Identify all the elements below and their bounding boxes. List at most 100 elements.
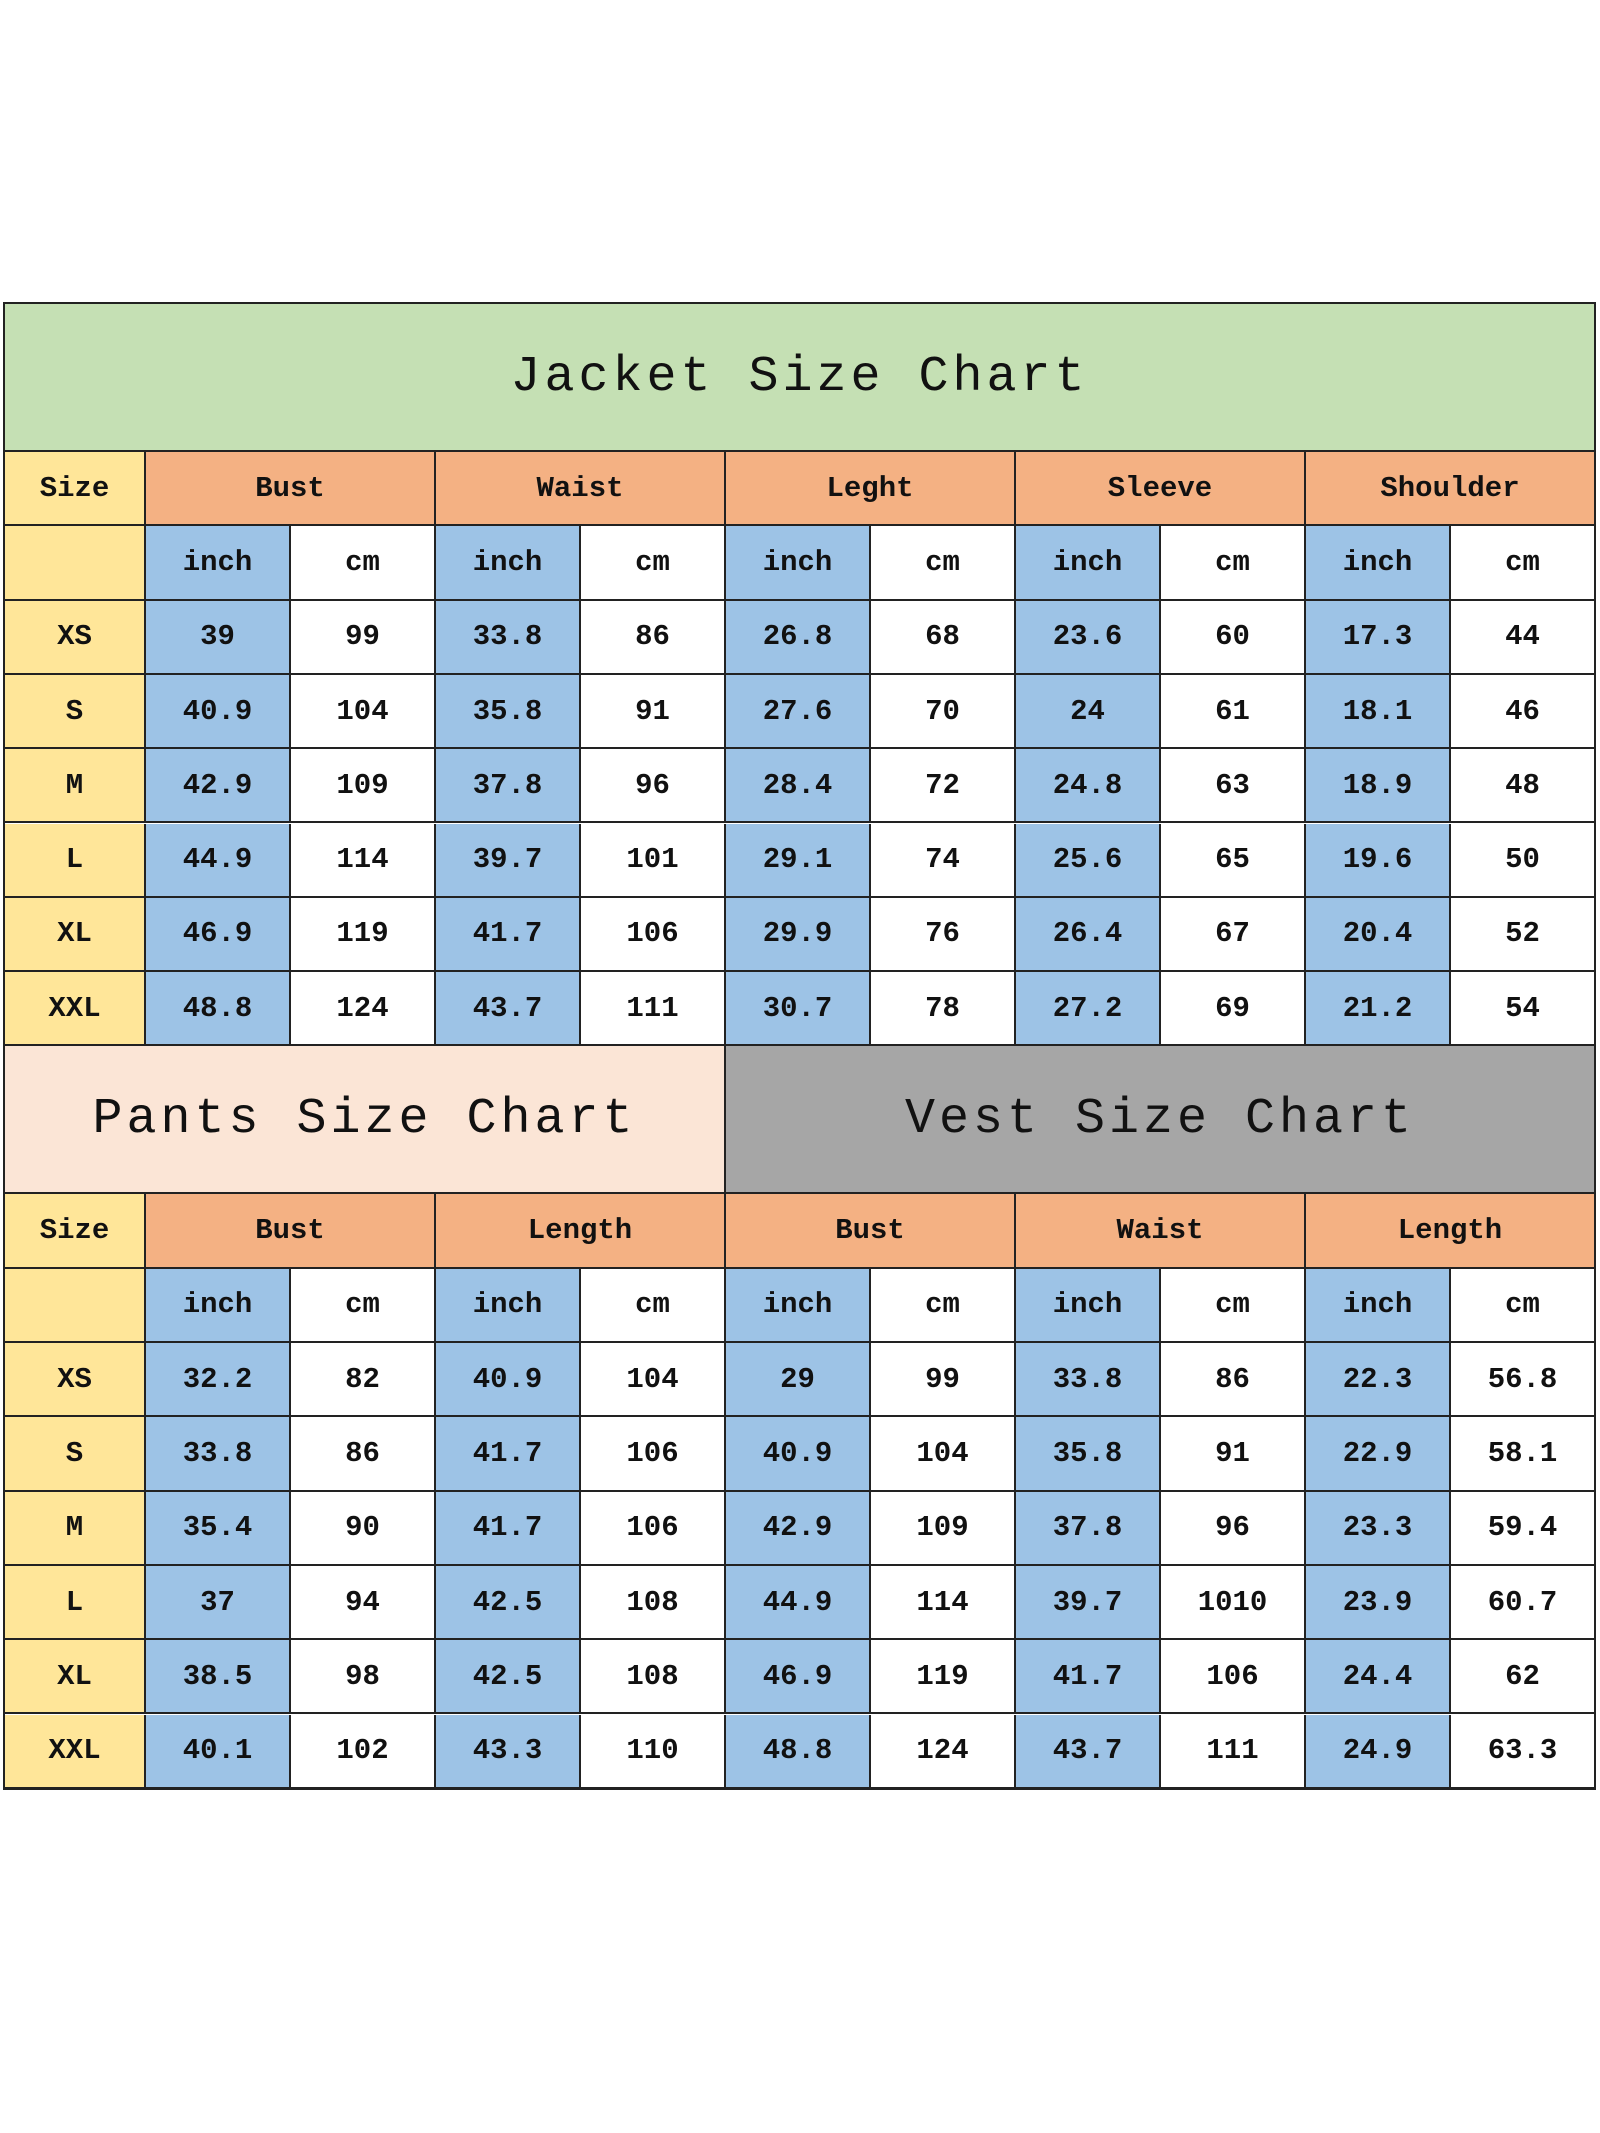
size-header: Size (5, 452, 146, 527)
value-cell: 43.7 (436, 972, 581, 1047)
jacket-chart-title: Jacket Size Chart (5, 304, 1596, 452)
value-cell: 27.2 (1016, 972, 1161, 1047)
value-cell: 46 (1451, 674, 1596, 750)
value-cell: 65 (1161, 823, 1306, 898)
value-cell: 42.5 (436, 1640, 581, 1715)
value-cell: 39 (146, 600, 291, 675)
value-cell: 78 (871, 972, 1016, 1047)
value-cell: 69 (1161, 972, 1306, 1047)
value-cell: 50 (1451, 823, 1596, 898)
size-unit-blank (5, 1268, 146, 1343)
value-cell: 44.9 (146, 823, 291, 898)
value-cell: 108 (581, 1565, 726, 1641)
value-cell: 124 (871, 1714, 1016, 1789)
size-label: XS (5, 1343, 146, 1418)
value-cell: 41.7 (436, 1417, 581, 1492)
value-cell: 40.9 (726, 1417, 871, 1492)
value-cell: 39.7 (1016, 1565, 1161, 1641)
unit-header: inch (1306, 526, 1451, 601)
size-label: XXL (5, 1714, 146, 1789)
value-cell: 82 (291, 1343, 436, 1418)
value-cell: 24.4 (1306, 1640, 1451, 1715)
size-label: S (5, 674, 146, 750)
value-cell: 29.9 (726, 897, 871, 973)
value-cell: 40.9 (436, 1343, 581, 1418)
value-cell: 25.6 (1016, 823, 1161, 898)
size-label: XS (5, 600, 146, 675)
value-cell: 61 (1161, 674, 1306, 750)
value-cell: 43.7 (1016, 1714, 1161, 1789)
value-cell: 24.9 (1306, 1714, 1451, 1789)
measure-header: Waist (1016, 1194, 1306, 1269)
measure-header: Leght (726, 452, 1016, 527)
value-cell: 38.5 (146, 1640, 291, 1715)
value-cell: 39.7 (436, 823, 581, 898)
value-cell: 102 (291, 1714, 436, 1789)
value-cell: 41.7 (436, 1491, 581, 1566)
size-label: XL (5, 1640, 146, 1715)
unit-header: cm (1161, 1268, 1306, 1343)
size-label: M (5, 1491, 146, 1566)
value-cell: 54 (1451, 972, 1596, 1047)
value-cell: 41.7 (436, 897, 581, 973)
value-cell: 109 (871, 1491, 1016, 1566)
value-cell: 48.8 (146, 972, 291, 1047)
unit-header: inch (146, 1268, 291, 1343)
value-cell: 23.6 (1016, 600, 1161, 675)
unit-header: cm (871, 526, 1016, 601)
value-cell: 23.9 (1306, 1565, 1451, 1641)
value-cell: 106 (581, 897, 726, 973)
value-cell: 37.8 (436, 749, 581, 824)
value-cell: 30.7 (726, 972, 871, 1047)
value-cell: 72 (871, 749, 1016, 824)
unit-header: cm (1161, 526, 1306, 601)
measure-header: Waist (436, 452, 726, 527)
value-cell: 86 (581, 600, 726, 675)
value-cell: 110 (581, 1714, 726, 1789)
value-cell: 35.8 (436, 674, 581, 750)
size-unit-blank (5, 526, 146, 601)
value-cell: 26.8 (726, 600, 871, 675)
value-cell: 119 (291, 897, 436, 973)
unit-header: inch (436, 1268, 581, 1343)
value-cell: 37 (146, 1565, 291, 1641)
value-cell: 124 (291, 972, 436, 1047)
value-cell: 35.4 (146, 1491, 291, 1566)
value-cell: 22.9 (1306, 1417, 1451, 1492)
value-cell: 29.1 (726, 823, 871, 898)
value-cell: 52 (1451, 897, 1596, 973)
value-cell: 98 (291, 1640, 436, 1715)
value-cell: 33.8 (1016, 1343, 1161, 1418)
value-cell: 106 (1161, 1640, 1306, 1715)
value-cell: 42.5 (436, 1565, 581, 1641)
value-cell: 104 (291, 674, 436, 750)
unit-header: inch (1306, 1268, 1451, 1343)
value-cell: 114 (291, 823, 436, 898)
unit-header: cm (581, 526, 726, 601)
value-cell: 35.8 (1016, 1417, 1161, 1492)
value-cell: 111 (581, 972, 726, 1047)
value-cell: 119 (871, 1640, 1016, 1715)
size-label: L (5, 823, 146, 898)
value-cell: 41.7 (1016, 1640, 1161, 1715)
unit-header: cm (1451, 526, 1596, 601)
value-cell: 17.3 (1306, 600, 1451, 675)
size-label: XL (5, 897, 146, 973)
value-cell: 59.4 (1451, 1491, 1596, 1566)
value-cell: 96 (581, 749, 726, 824)
value-cell: 106 (581, 1491, 726, 1566)
measure-header: Sleeve (1016, 452, 1306, 527)
value-cell: 48.8 (726, 1714, 871, 1789)
unit-header: inch (726, 526, 871, 601)
value-cell: 91 (581, 674, 726, 750)
size-label: XXL (5, 972, 146, 1047)
value-cell: 86 (291, 1417, 436, 1492)
value-cell: 58.1 (1451, 1417, 1596, 1492)
value-cell: 48 (1451, 749, 1596, 824)
value-cell: 74 (871, 823, 1016, 898)
size-header: Size (5, 1194, 146, 1269)
value-cell: 20.4 (1306, 897, 1451, 973)
value-cell: 42.9 (726, 1491, 871, 1566)
value-cell: 60 (1161, 600, 1306, 675)
unit-header: inch (436, 526, 581, 601)
